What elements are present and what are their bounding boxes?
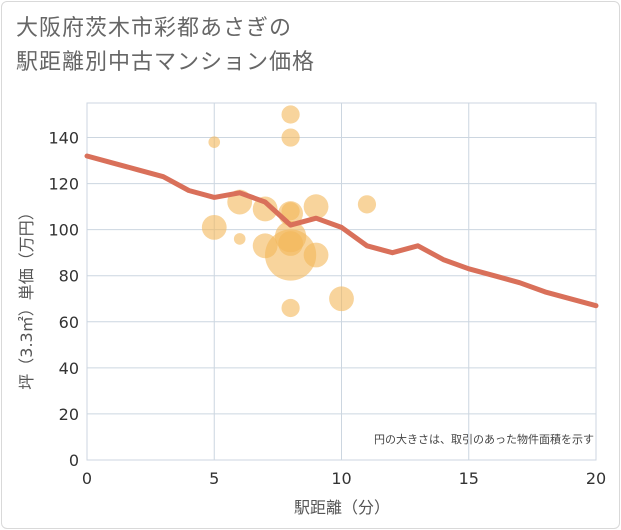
y-axis-label: 坪（3.3㎡）単価（万円） bbox=[17, 204, 36, 389]
y-tick-label: 20 bbox=[59, 405, 79, 424]
bubble-point bbox=[357, 195, 377, 214]
x-tick-label: 5 bbox=[209, 469, 219, 488]
x-tick-label: 15 bbox=[459, 469, 479, 488]
bubble-point bbox=[208, 136, 221, 148]
y-tick-label: 120 bbox=[48, 175, 79, 194]
bubble-point bbox=[281, 105, 300, 124]
grid-lines bbox=[86, 102, 597, 461]
y-tick-label: 60 bbox=[59, 313, 79, 332]
bubble-point bbox=[233, 233, 246, 245]
chart-title: 大阪府茨木市彩都あさぎの 駅距離別中古マンション価格 bbox=[16, 12, 315, 80]
y-tick-label: 140 bbox=[48, 129, 79, 148]
x-axis-label: 駅距離（分） bbox=[294, 498, 390, 517]
chart-title-line-2: 駅距離別中古マンション価格 bbox=[16, 50, 316, 75]
x-tick-label: 10 bbox=[331, 469, 351, 488]
trend-line bbox=[84, 153, 599, 309]
tick-labels: 0 20 40 60 80 100 120 140 0 5 10 15 20 bbox=[48, 129, 606, 488]
chart-title-line-1: 大阪府茨木市彩都あさぎの bbox=[16, 16, 293, 41]
bubble-point bbox=[303, 242, 329, 268]
bubble-point bbox=[201, 214, 227, 240]
bubble-point bbox=[281, 298, 300, 318]
size-legend-note: 円の大きさは、取引のあった物件面積を示す bbox=[374, 432, 594, 446]
bubble-point bbox=[329, 286, 354, 312]
bubble-point bbox=[252, 196, 278, 222]
trend-line-layer bbox=[84, 153, 599, 309]
x-tick-label: 0 bbox=[82, 469, 92, 488]
y-tick-label: 0 bbox=[69, 451, 79, 470]
bubble-point bbox=[303, 194, 329, 220]
y-tick-label: 100 bbox=[48, 221, 79, 240]
bubble-point bbox=[265, 229, 317, 281]
y-tick-label: 40 bbox=[59, 359, 79, 378]
y-tick-label: 80 bbox=[59, 267, 79, 286]
x-tick-label: 20 bbox=[586, 469, 606, 488]
bubble-point bbox=[281, 128, 300, 147]
